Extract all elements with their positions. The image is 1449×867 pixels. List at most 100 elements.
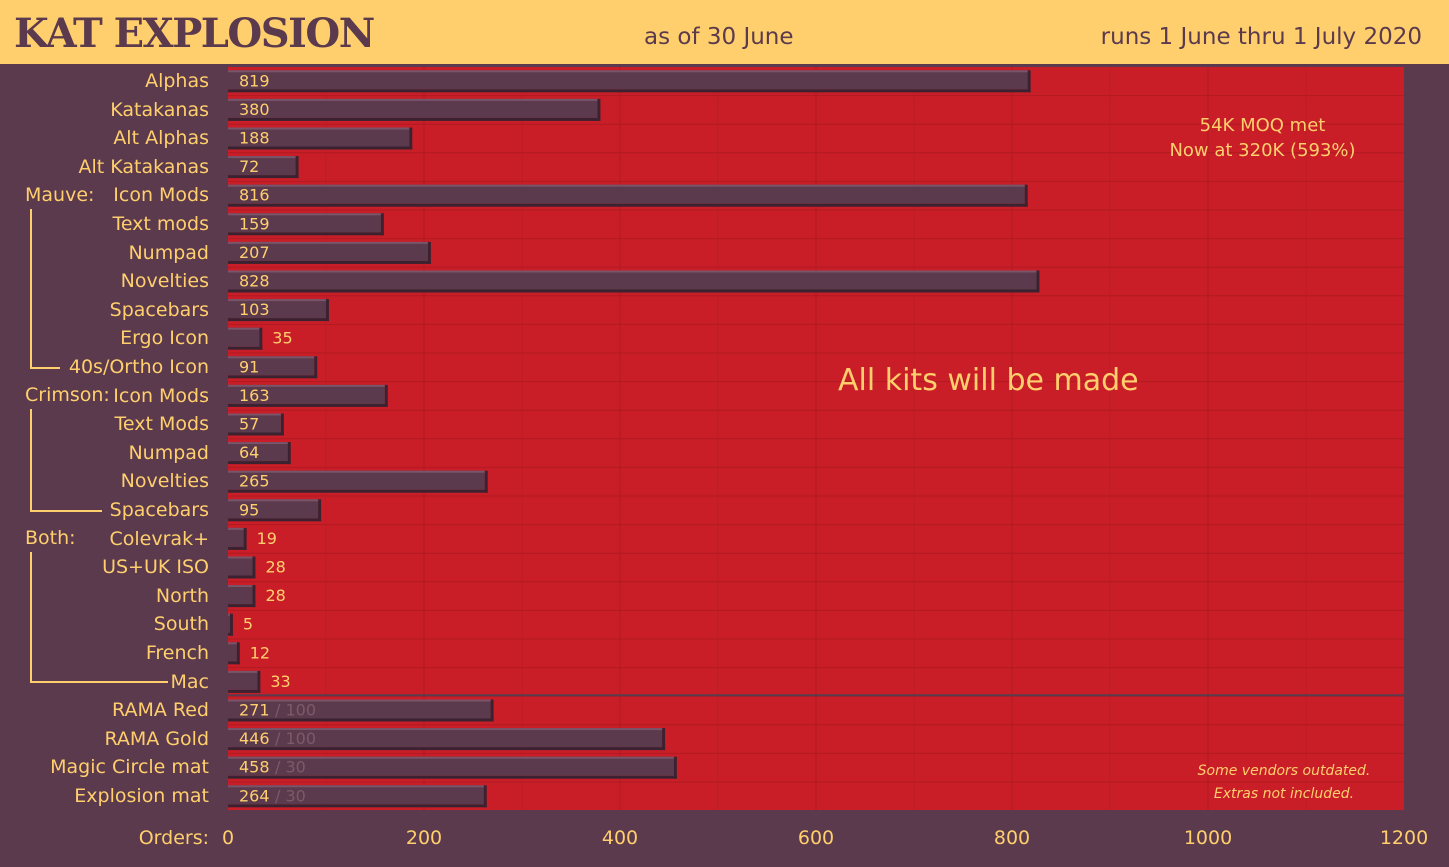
category-label: Explosion mat <box>74 785 209 807</box>
bar-shadow <box>228 318 329 322</box>
bar-highlight <box>228 527 244 530</box>
bar-value-label: 446 <box>239 729 270 748</box>
bar-value-label: 458 <box>239 758 270 777</box>
bar-shadow <box>1027 70 1031 93</box>
bar-shadow <box>228 518 322 522</box>
category-label: South <box>153 613 209 636</box>
run-dates: runs 1 June thru 1 July 2020 <box>1100 24 1422 50</box>
category-label: Katakanas <box>110 98 209 121</box>
bar-highlight <box>228 785 484 788</box>
x-tick-label: 1000 <box>1183 827 1233 849</box>
x-axis-label: Orders: <box>138 827 209 849</box>
bar-shadow <box>228 117 601 121</box>
category-label: Novelties <box>120 470 209 493</box>
page-title: KAT EXPLOSION <box>14 10 375 57</box>
bar-shadow <box>325 299 329 322</box>
bar-shadow <box>228 718 494 722</box>
bar-highlight <box>228 670 258 673</box>
category-label: Colevrak+ <box>109 527 209 550</box>
bar-shadow <box>252 556 256 579</box>
bar <box>228 585 253 605</box>
bar-shadow <box>484 470 488 493</box>
category-label: Spacebars <box>109 499 209 521</box>
bar-shadow <box>228 232 384 236</box>
group-label-mauve: Mauve: <box>25 184 95 206</box>
bar-value-label: 828 <box>239 272 270 291</box>
bar <box>228 785 484 805</box>
bar-highlight <box>228 699 491 702</box>
bar-shadow <box>228 146 413 150</box>
bar-value-label: 207 <box>239 243 270 262</box>
bar-shadow <box>384 384 388 407</box>
bar-highlight <box>228 642 237 645</box>
bar-highlight <box>228 413 281 416</box>
bar-shadow <box>295 156 299 179</box>
bar-highlight <box>228 728 663 731</box>
bar-value-label: 19 <box>257 529 277 548</box>
category-label: Novelties <box>120 270 209 293</box>
bar-shadow <box>228 289 1040 293</box>
bar-shadow <box>483 785 487 808</box>
bar-shadow <box>243 527 247 550</box>
bar-shadow <box>228 604 256 608</box>
bar-shadow <box>228 747 666 751</box>
footnote-line2: Extras not included. <box>1213 786 1355 802</box>
category-label: Alt Alphas <box>113 127 209 150</box>
bar-shadow <box>236 642 240 665</box>
bar-value-label: 159 <box>239 214 270 233</box>
bar <box>228 499 319 519</box>
category-label: Text mods <box>112 213 209 235</box>
bar-value-label: 95 <box>239 500 259 519</box>
bar-shadow <box>228 203 1028 207</box>
bar <box>228 670 258 690</box>
bar-shadow <box>228 489 488 493</box>
bar <box>228 442 288 462</box>
bar-highlight <box>228 127 410 130</box>
x-tick-label: 800 <box>993 827 1031 849</box>
bar <box>228 327 260 347</box>
bar <box>228 184 1025 204</box>
bar-highlight <box>228 556 253 559</box>
bar <box>228 127 410 147</box>
x-tick-label: 600 <box>797 827 835 849</box>
bar <box>228 728 663 748</box>
category-label: Text Mods <box>114 413 209 436</box>
category-label: North <box>155 584 209 607</box>
bar-value-label: 5 <box>243 615 253 634</box>
bar-highlight <box>228 241 428 244</box>
bar-shadow <box>252 585 256 608</box>
category-label: RAMA Gold <box>104 727 209 750</box>
bar-highlight <box>228 156 296 159</box>
bar-highlight <box>228 184 1025 187</box>
category-label: Magic Circle mat <box>50 756 209 779</box>
category-label: Mac <box>170 670 209 693</box>
center-annotation: All kits will be made <box>838 363 1139 398</box>
bar <box>228 241 428 261</box>
bracket-both-vertical <box>30 552 32 683</box>
bar-highlight <box>228 356 315 359</box>
bar-value-label: 91 <box>239 357 259 376</box>
bar-shadow <box>662 728 666 751</box>
bracket-mauve-horizontal <box>30 367 60 369</box>
bar-shadow <box>228 89 1031 93</box>
bar-shadow <box>409 127 413 150</box>
bar <box>228 98 598 118</box>
bar-value-label: 380 <box>239 100 270 119</box>
bar-shadow <box>228 775 677 779</box>
bar-value-label: 28 <box>265 586 285 605</box>
bar <box>228 527 244 547</box>
category-label: Alt Katakanas <box>78 155 209 178</box>
bar-value-label: 264 <box>239 786 270 805</box>
bar-highlight <box>228 756 674 759</box>
bar-highlight <box>228 384 385 387</box>
bar-highlight <box>228 613 230 616</box>
bar-shadow <box>228 804 487 808</box>
bar-value-label: 64 <box>239 443 259 462</box>
category-label: 40s/Ortho Icon <box>68 356 209 378</box>
bar-shadow <box>228 403 388 407</box>
bar <box>228 70 1028 90</box>
bar-highlight <box>228 499 319 502</box>
bar-shadow <box>318 499 322 522</box>
bar-shadow <box>490 699 494 722</box>
